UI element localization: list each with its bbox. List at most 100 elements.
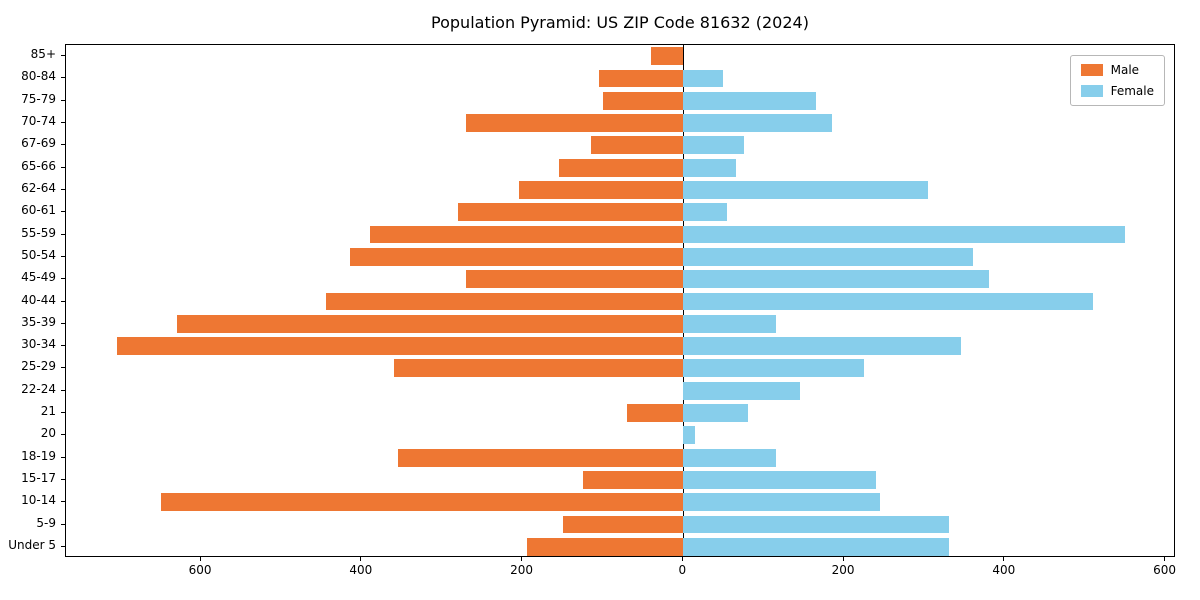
male-bar-85+ [651, 47, 684, 66]
male-bar-55-59 [369, 225, 684, 244]
female-bar-20 [683, 426, 696, 445]
male-color-swatch [1080, 64, 1103, 76]
y-tick-mark [61, 545, 65, 547]
y-tick-mark [61, 389, 65, 391]
x-tick-label: 400 [992, 563, 1016, 577]
female-bar-15-17 [683, 471, 877, 489]
x-tick-mark [1003, 557, 1005, 561]
y-tick-label: 55-59 [21, 225, 56, 240]
female-color-swatch [1080, 85, 1103, 97]
y-tick-label: 85+ [30, 47, 56, 62]
y-tick-label: 22-24 [21, 381, 56, 396]
y-tick-label: 15-17 [21, 470, 56, 485]
x-tick-label: 600 [188, 563, 212, 577]
x-tick-label: 0 [678, 563, 687, 577]
x-tick-mark [360, 557, 362, 561]
x-tick-mark [521, 557, 523, 561]
y-tick-mark [61, 77, 65, 79]
male-bar-15-17 [582, 471, 684, 489]
x-tick-mark [1164, 557, 1166, 561]
y-tick-label: 20 [40, 426, 56, 441]
y-tick-mark [61, 367, 65, 369]
y-tick-label: 35-39 [21, 314, 56, 329]
y-tick-label: 80-84 [21, 69, 56, 84]
y-tick-label: 75-79 [21, 91, 56, 106]
y-tick-mark [61, 55, 65, 57]
y-tick-mark [61, 99, 65, 101]
male-bar-45-49 [466, 270, 684, 289]
y-tick-mark [61, 456, 65, 458]
legend-label-female: Female [1110, 84, 1154, 98]
female-bar-80-84 [683, 69, 724, 88]
female-bar-35-39 [683, 314, 776, 333]
male-bar-67-69 [590, 136, 684, 155]
male-bar-18-19 [397, 448, 684, 467]
y-tick-mark [61, 144, 65, 146]
y-tick-mark [61, 345, 65, 347]
y-tick-mark [61, 322, 65, 324]
female-bar-40-44 [683, 292, 1094, 311]
male-bar-5-9 [562, 515, 684, 534]
male-bar-65-66 [558, 158, 684, 177]
y-tick-label: 25-29 [21, 359, 56, 374]
y-tick-label: 50-54 [21, 247, 56, 262]
female-bar-67-69 [683, 136, 744, 155]
y-tick-label: Under 5 [8, 537, 56, 552]
female-bar-30-34 [683, 337, 961, 355]
female-bar-55-59 [683, 225, 1126, 244]
y-tick-label: 40-44 [21, 292, 56, 307]
female-bar-Under 5 [683, 537, 949, 556]
male-bar-Under 5 [526, 537, 684, 556]
x-tick-mark [842, 557, 844, 561]
y-tick-mark [61, 412, 65, 414]
y-tick-mark [61, 278, 65, 280]
y-tick-mark [61, 122, 65, 124]
male-bar-70-74 [466, 114, 684, 132]
female-bar-21 [683, 404, 748, 422]
x-tick-label: 200 [510, 563, 533, 577]
y-tick-label: 18-19 [21, 448, 56, 463]
female-bar-62-64 [683, 181, 929, 199]
y-tick-mark [61, 523, 65, 525]
male-bar-62-64 [518, 181, 684, 199]
y-tick-label: 45-49 [21, 270, 56, 285]
male-bar-30-34 [116, 337, 684, 355]
x-tick-label: 400 [349, 563, 373, 577]
x-tick-mark [199, 557, 201, 561]
male-bar-80-84 [598, 69, 684, 88]
y-tick-mark [61, 501, 65, 503]
chart-title: Population Pyramid: US ZIP Code 81632 (2… [431, 13, 809, 32]
x-tick-label: 200 [831, 563, 855, 577]
male-bar-50-54 [349, 247, 684, 266]
male-bar-21 [627, 404, 684, 422]
y-tick-mark [61, 233, 65, 235]
y-tick-label: 5-9 [36, 515, 56, 530]
y-tick-mark [61, 255, 65, 257]
female-bar-5-9 [683, 515, 949, 534]
female-bar-65-66 [683, 158, 736, 177]
legend-item-male: Male [1080, 63, 1154, 77]
female-bar-75-79 [683, 91, 816, 110]
y-tick-label: 21 [40, 404, 56, 419]
female-bar-50-54 [683, 247, 973, 266]
female-bar-45-49 [683, 270, 989, 289]
y-tick-mark [61, 478, 65, 480]
y-tick-label: 30-34 [21, 337, 56, 352]
male-bar-60-61 [458, 203, 684, 222]
male-bar-25-29 [393, 359, 684, 378]
female-bar-22-24 [683, 381, 800, 400]
y-tick-label: 65-66 [21, 158, 56, 173]
male-bar-10-14 [160, 493, 684, 512]
female-bar-10-14 [683, 493, 881, 512]
x-tick-mark [681, 557, 683, 561]
plot-area: Male Female [65, 44, 1175, 557]
y-tick-mark [61, 166, 65, 168]
legend: Male Female [1069, 55, 1165, 106]
female-bar-25-29 [683, 359, 865, 378]
x-tick-label: 600 [1153, 563, 1176, 577]
y-tick-label: 60-61 [21, 203, 56, 218]
y-tick-label: 67-69 [21, 136, 56, 151]
legend-label-male: Male [1110, 63, 1140, 77]
male-bar-35-39 [176, 314, 684, 333]
